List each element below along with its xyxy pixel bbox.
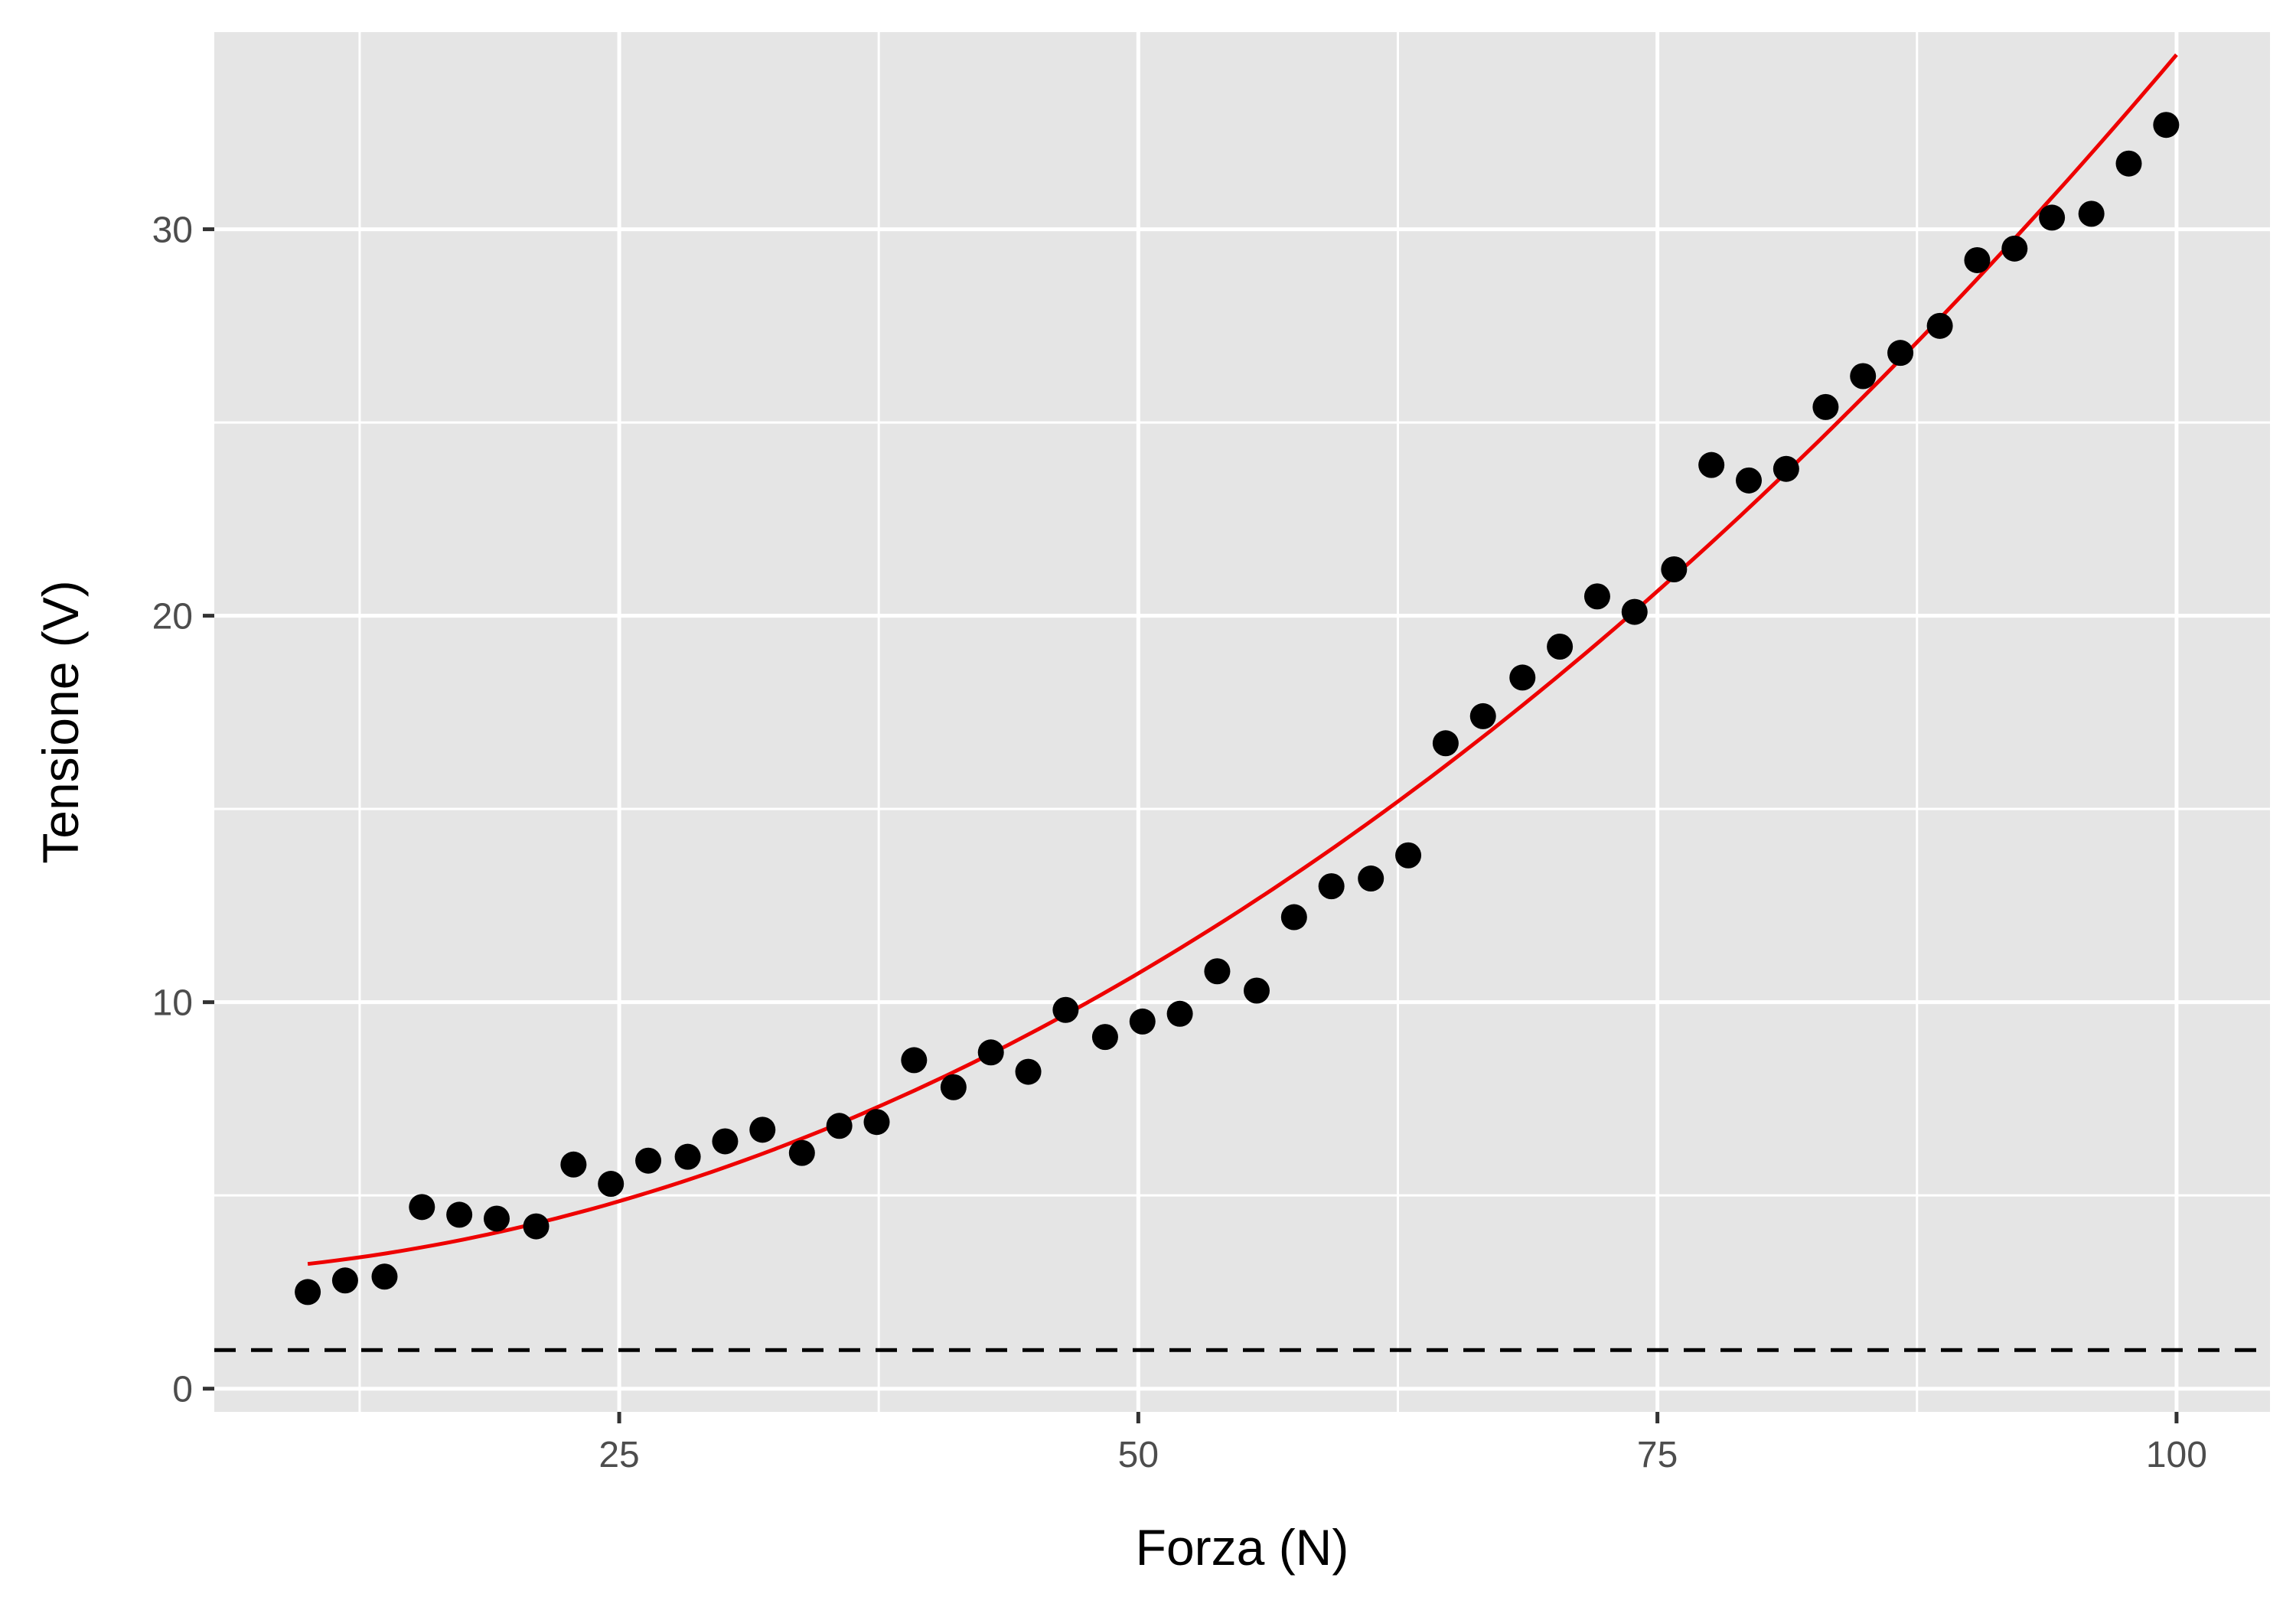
data-point [1052,996,1079,1023]
y-tick-label: 10 [152,983,193,1024]
data-point [371,1263,398,1290]
data-point [1318,873,1345,900]
data-point [1964,246,1991,273]
data-point [1204,958,1231,985]
data-point [295,1279,321,1305]
data-point [901,1047,928,1074]
data-point [940,1074,967,1100]
data-point [1812,393,1839,420]
data-point [788,1139,815,1166]
data-point [1395,842,1422,869]
data-point [1773,455,1799,482]
tick-labels: 25 50 75 100 0 10 20 30 [152,210,2207,1475]
data-point [409,1194,435,1221]
data-point [1280,904,1307,931]
data-point [2078,200,2105,227]
y-tick-label: 30 [152,210,193,251]
data-point [826,1113,853,1139]
data-point [560,1151,587,1178]
data-point [1015,1058,1042,1085]
data-point [2001,235,2028,262]
y-tick-label: 20 [152,597,193,637]
x-axis-title: Forza (N) [1136,1519,1349,1576]
data-point [331,1267,358,1294]
data-point [1661,556,1688,583]
data-point [1547,634,1574,660]
data-point [1509,664,1536,691]
plot-panel [214,32,2270,1412]
y-tick-label: 0 [172,1370,193,1410]
data-point [1887,340,1914,367]
data-point [635,1147,662,1174]
data-point [483,1205,510,1232]
data-point [1850,363,1877,390]
data-point [1698,451,1725,478]
data-point [1926,312,1953,339]
data-point [2039,204,2066,231]
x-tick-label: 25 [598,1435,639,1475]
data-point [1166,1000,1193,1027]
x-tick-label: 100 [2146,1435,2207,1475]
y-axis-title: Tensione (V) [32,580,89,864]
data-point [598,1171,625,1198]
data-point [712,1128,739,1155]
data-point [1469,702,1496,729]
minor-grid [214,32,2270,1412]
points-layer [295,112,2180,1305]
axis-ticks [203,227,2179,1423]
data-point [1358,865,1384,892]
data-point [674,1143,701,1170]
data-point [523,1213,550,1240]
data-point [1243,977,1270,1004]
major-grid [214,32,2270,1412]
data-point [1583,583,1610,610]
x-tick-label: 50 [1118,1435,1159,1475]
data-point [1091,1024,1118,1051]
data-point [749,1116,776,1143]
data-point [1129,1008,1156,1035]
data-point [1432,730,1459,757]
data-point [2153,112,2180,139]
data-point [863,1109,890,1136]
fit-line [307,53,2178,1266]
fit-line-layer [307,53,2178,1266]
data-point [446,1201,473,1228]
data-point [1736,467,1763,494]
data-point [1621,598,1648,625]
data-point [2115,150,2142,177]
x-tick-label: 75 [1637,1435,1678,1475]
data-point [977,1039,1004,1066]
